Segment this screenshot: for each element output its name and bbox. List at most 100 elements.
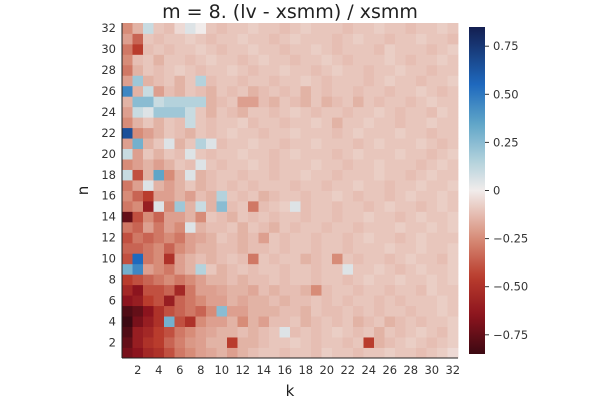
heatmap-cell (227, 316, 238, 327)
heatmap-cell (300, 127, 312, 139)
heatmap-cell (384, 242, 396, 254)
heatmap-cell (216, 54, 228, 66)
heatmap-cell (132, 337, 144, 348)
heatmap-cell (300, 211, 312, 223)
plot-axes (121, 23, 458, 359)
heatmap-cell (269, 263, 280, 275)
heatmap-cell (164, 253, 175, 265)
heatmap-cell (342, 190, 354, 202)
heatmap-cell (195, 106, 207, 118)
heatmap-cell (153, 159, 165, 170)
heatmap-cell (374, 43, 385, 55)
heatmap-cell (321, 75, 333, 87)
heatmap-cell (426, 242, 438, 254)
colorbar-tick-label: −0.25 (493, 232, 528, 246)
heatmap-cell (195, 305, 207, 317)
heatmap-cell (237, 159, 249, 170)
heatmap-cell (237, 138, 249, 150)
heatmap-cell (279, 316, 291, 327)
heatmap-cell (248, 326, 259, 338)
heatmap-cell (405, 253, 417, 265)
heatmap-cell (290, 148, 301, 160)
heatmap-cell (321, 242, 333, 254)
heatmap-cell (248, 127, 259, 139)
heatmap-cell (164, 127, 175, 139)
heatmap-cell (332, 85, 343, 97)
heatmap-cell (132, 274, 144, 286)
heatmap-cell (437, 43, 448, 55)
heatmap-cell (164, 159, 175, 170)
heatmap-cell (206, 337, 217, 348)
heatmap-cell (164, 54, 175, 66)
heatmap-cell (374, 347, 385, 359)
heatmap-cell (132, 253, 144, 265)
x-tick-label: 24 (361, 363, 376, 377)
heatmap-cell (258, 85, 270, 97)
heatmap-cell (311, 169, 322, 181)
heatmap-cell (447, 23, 459, 34)
heatmap-cell (353, 284, 364, 296)
heatmap-cell (122, 33, 133, 45)
heatmap-cell (311, 326, 322, 338)
heatmap-cell (195, 263, 207, 275)
heatmap-cell (216, 127, 228, 139)
heatmap-cell (279, 127, 291, 139)
heatmap-cell (290, 54, 301, 66)
heatmap-cell (405, 221, 417, 233)
heatmap-cell (300, 274, 312, 286)
heatmap-cell (258, 347, 270, 359)
heatmap-cell (206, 295, 217, 307)
heatmap-cell (332, 347, 343, 359)
heatmap-cell (185, 148, 196, 160)
heatmap-cell (311, 337, 322, 348)
heatmap-cell (279, 148, 291, 160)
heatmap-cell (248, 253, 259, 265)
heatmap-cell (353, 253, 364, 265)
heatmap-cell (143, 337, 154, 348)
heatmap-cell (311, 253, 322, 265)
heatmap-cell (290, 190, 301, 202)
heatmap-cell (279, 169, 291, 181)
heatmap-cell (174, 169, 186, 181)
heatmap-cell (143, 54, 154, 66)
heatmap-cell (374, 284, 385, 296)
heatmap-cell (332, 200, 343, 212)
heatmap-cell (447, 159, 459, 170)
heatmap-cell (153, 169, 165, 181)
heatmap-cell (227, 263, 238, 275)
heatmap-cell (300, 159, 312, 170)
heatmap-cell (206, 43, 217, 55)
heatmap-cell (122, 96, 133, 108)
heatmap-cell (311, 305, 322, 317)
heatmap-cell (269, 43, 280, 55)
heatmap-cell (122, 159, 133, 170)
heatmap-cell (405, 190, 417, 202)
heatmap-cell (279, 96, 291, 108)
heatmap-cell (300, 43, 312, 55)
x-tick-label: 22 (340, 363, 355, 377)
heatmap-cell (279, 305, 291, 317)
heatmap-cell (342, 117, 354, 129)
heatmap-cell (395, 64, 406, 76)
heatmap-cell (353, 242, 364, 254)
heatmap-cell (269, 138, 280, 150)
heatmap-cell (311, 200, 322, 212)
heatmap-cell (426, 169, 438, 181)
heatmap-cell (132, 106, 144, 118)
heatmap-cell (342, 305, 354, 317)
heatmap-cell (248, 263, 259, 275)
heatmap-cell (258, 117, 270, 129)
heatmap-cell (216, 75, 228, 87)
heatmap-cell (174, 305, 186, 317)
heatmap-cell (311, 75, 322, 87)
x-tick-label: 30 (424, 363, 439, 377)
heatmap-cell (363, 23, 375, 34)
colorbar-tick-label: 0.25 (493, 135, 519, 149)
heatmap-cell (426, 138, 438, 150)
heatmap-cell (153, 253, 165, 265)
heatmap-cell (395, 33, 406, 45)
heatmap-cell (206, 85, 217, 97)
heatmap-cell (206, 96, 217, 108)
heatmap-cell (311, 347, 322, 359)
